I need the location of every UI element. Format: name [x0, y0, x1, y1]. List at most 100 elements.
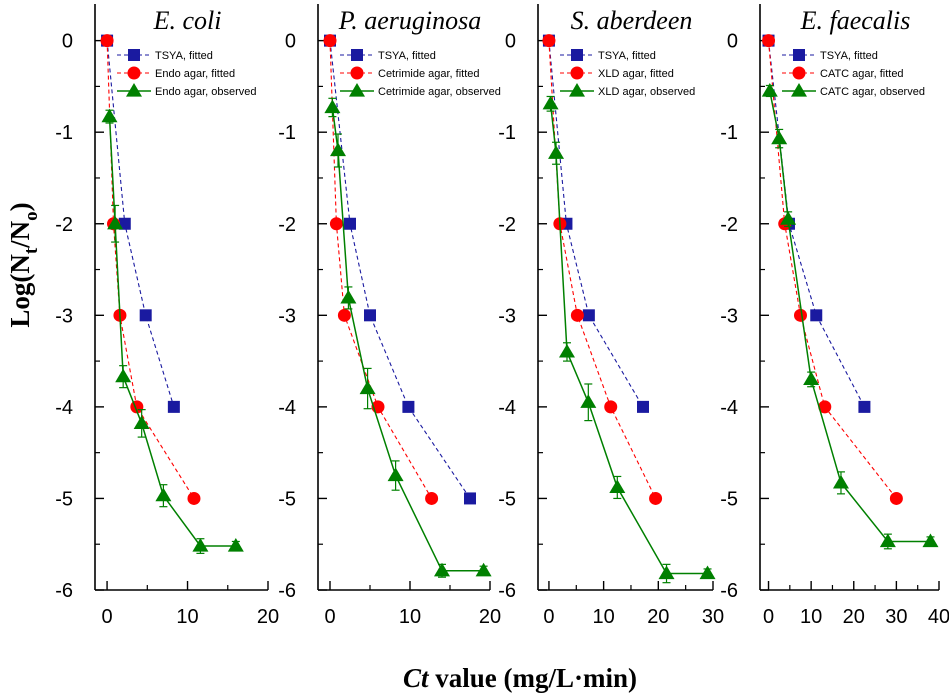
y-tick-label: 0: [727, 31, 738, 53]
legend-label: Endo agar, fitted: [155, 68, 235, 80]
x-tick-label: 20: [647, 606, 669, 628]
tsya-point: [582, 309, 595, 322]
observed-point: [434, 562, 450, 577]
fitted-point: [762, 34, 776, 48]
x-tick-label: 0: [543, 606, 554, 628]
x-tick-label: 40: [928, 606, 949, 628]
y-tick-label: -5: [278, 488, 296, 510]
tsya-series-line: [106, 40, 175, 408]
y-tick-label: -5: [498, 488, 516, 510]
y-tick-label: -3: [55, 305, 73, 327]
observed-point: [359, 380, 376, 395]
panel-title: E. faecalis: [800, 6, 911, 35]
x-tick-label: 10: [800, 606, 822, 628]
y-axis-label: Log(Nt/No): [5, 202, 42, 327]
panel-4: 0 -1 -2 -3 -4 -5 -6 0 10 20 30 40 E. faecalis TSYA, f…: [720, 4, 949, 628]
y-tick-label: -1: [720, 122, 738, 144]
legend-label: CATC agar, observed: [820, 86, 925, 98]
fitted-point: [425, 491, 439, 505]
observed-point: [609, 479, 626, 494]
y-tick-label: -1: [498, 122, 516, 144]
panel-2: 0 -1 -2 -3 -4 -5 -6 0 10 20 P. aeruginosa TSYA, fit…: [278, 4, 501, 628]
legend-circle-marker: [792, 66, 806, 80]
fitted-point: [187, 491, 201, 505]
legend-label: Endo agar, observed: [155, 86, 257, 98]
y-tick-label: -3: [720, 305, 738, 327]
tsya-point: [118, 217, 131, 230]
x-tick-label: 20: [843, 606, 865, 628]
y-tick-label: -6: [720, 580, 738, 602]
fitted-series-line: [767, 40, 897, 499]
legend-square-marker: [351, 49, 363, 61]
y-tick-label: -4: [720, 397, 738, 419]
fitted-point: [329, 217, 343, 231]
y-tick-label: 0: [285, 31, 296, 53]
legend-triangle-marker: [349, 83, 365, 97]
legend-label: TSYA, fitted: [155, 50, 213, 62]
fitted-point: [100, 34, 114, 48]
observed-point: [387, 467, 404, 482]
tsya-series-line: [329, 40, 471, 499]
panel-1: 0 -1 -2 -3 -4 -5 -6 0 10 20 E. coli TSYA, fitted End…: [55, 4, 279, 628]
observed-point: [101, 108, 118, 123]
fitted-point: [323, 34, 337, 48]
fitted-point: [818, 400, 832, 414]
tsya-point: [810, 309, 823, 322]
legend-triangle-marker: [126, 83, 142, 97]
legend: TSYA, fitted CATC agar, fitted CATC agar, …: [782, 49, 925, 98]
tsya-point: [402, 400, 415, 413]
observed-series-line: [769, 90, 931, 543]
legend-label: TSYA, fitted: [820, 50, 878, 62]
x-tick-label: 10: [399, 606, 421, 628]
x-tick-label: 10: [176, 606, 198, 628]
y-tick-label: -2: [720, 214, 738, 236]
legend: TSYA, fitted XLD agar, fitted XLD agar, ob…: [560, 49, 695, 98]
tsya-point: [464, 492, 476, 505]
legend-square-marker: [128, 49, 140, 61]
x-tick-label: 30: [702, 606, 724, 628]
tsya-point: [858, 400, 871, 413]
y-tick-label: -6: [278, 580, 296, 602]
observed-point: [340, 289, 357, 304]
tsya-point: [364, 309, 376, 322]
y-tick-label: -6: [55, 580, 73, 602]
legend-label: TSYA, fitted: [598, 50, 656, 62]
observed-point: [107, 215, 124, 230]
fitted-series-line: [548, 40, 657, 499]
y-tick-label: -1: [55, 122, 73, 144]
x-tick-label: 0: [102, 606, 113, 628]
y-tick-label: -5: [720, 488, 738, 510]
y-tick-label: -2: [498, 214, 516, 236]
tsya-point: [167, 400, 180, 413]
fitted-point: [793, 308, 807, 322]
fitted-point: [542, 34, 556, 48]
panel-title: E. coli: [153, 6, 222, 35]
observed-point: [324, 99, 341, 114]
y-tick-label: -5: [55, 488, 73, 510]
observed-point: [832, 474, 849, 489]
y-tick-label: -1: [278, 122, 296, 144]
observed-point: [542, 95, 559, 110]
observed-point: [780, 211, 797, 225]
fitted-point: [570, 308, 584, 322]
legend-label: Cetrimide agar, observed: [378, 86, 501, 98]
observed-point: [803, 371, 820, 386]
fitted-point: [337, 308, 351, 322]
observed-point: [580, 394, 597, 408]
y-tick-label: -4: [278, 397, 296, 419]
observed-point: [922, 533, 939, 548]
y-tick-label: 0: [505, 31, 516, 53]
x-tick-label: 0: [324, 606, 335, 628]
fitted-series-line: [106, 40, 195, 499]
tsya-series-line: [548, 40, 644, 408]
observed-series-line: [108, 116, 236, 547]
legend: TSYA, fitted Endo agar, fitted Endo agar, …: [117, 49, 257, 98]
observed-point: [658, 565, 675, 580]
legend-circle-marker: [570, 66, 584, 80]
panel-title: S. aberdeen: [571, 6, 693, 35]
y-tick-label: -2: [55, 214, 73, 236]
observed-point: [115, 368, 132, 383]
observed-point: [548, 145, 565, 159]
observed-point: [330, 142, 346, 157]
